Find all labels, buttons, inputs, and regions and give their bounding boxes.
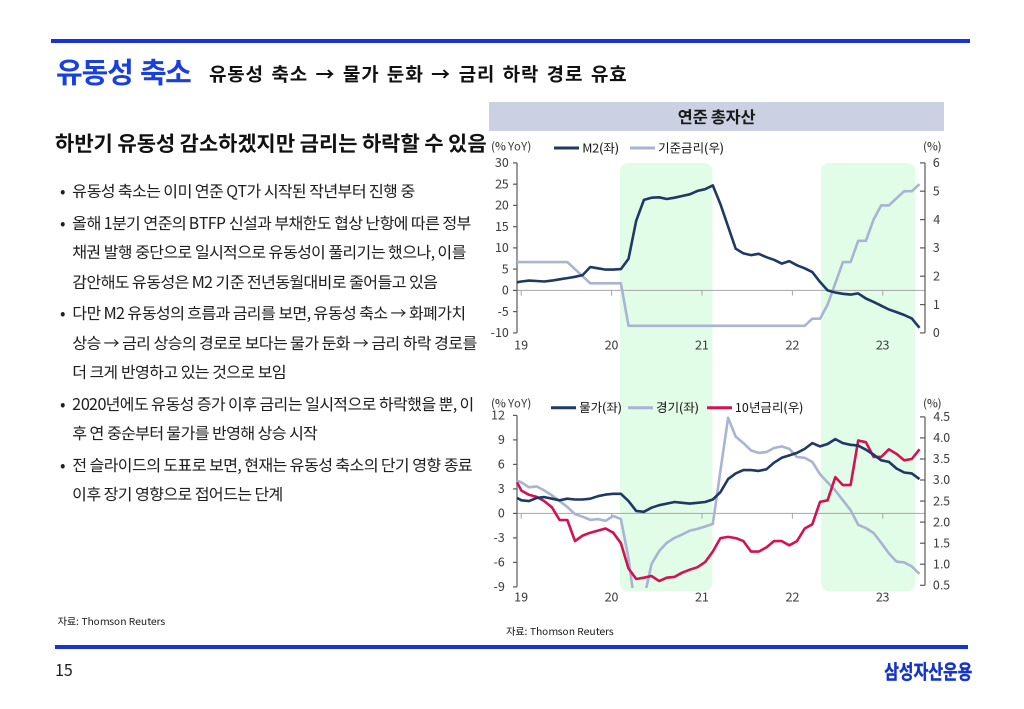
svg-text:5: 5 (501, 258, 509, 277)
svg-text:21: 21 (695, 335, 709, 354)
svg-text:15: 15 (495, 216, 509, 235)
svg-text:기준금리(우): 기준금리(우) (658, 138, 724, 157)
svg-text:22: 22 (785, 335, 799, 354)
svg-text:0: 0 (502, 280, 509, 299)
svg-text:2: 2 (933, 265, 940, 284)
svg-text:-9: -9 (494, 576, 505, 595)
svg-text:25: 25 (495, 173, 509, 192)
svg-text:-3: -3 (494, 527, 505, 546)
svg-text:물가(좌): 물가(좌) (579, 397, 622, 416)
svg-text:0: 0 (498, 503, 505, 522)
svg-text:10: 10 (495, 237, 509, 256)
svg-text:10년금리(우): 10년금리(우) (735, 397, 803, 416)
svg-text:0.5: 0.5 (933, 575, 950, 594)
svg-text:20: 20 (605, 587, 619, 606)
svg-text:2.0: 2.0 (933, 511, 950, 530)
svg-text:5: 5 (932, 180, 940, 199)
svg-text:3.5: 3.5 (933, 448, 950, 467)
svg-text:20: 20 (605, 335, 619, 354)
svg-text:9: 9 (498, 429, 505, 448)
svg-text:21: 21 (695, 587, 709, 606)
svg-text:(% YoY): (% YoY) (491, 396, 531, 412)
svg-text:19: 19 (514, 587, 528, 606)
svg-text:4.0: 4.0 (933, 427, 950, 446)
svg-text:30: 30 (495, 152, 509, 171)
svg-text:23: 23 (876, 587, 890, 606)
svg-text:3.0: 3.0 (933, 469, 950, 488)
svg-text:4: 4 (933, 209, 941, 228)
svg-text:-10: -10 (491, 322, 509, 341)
svg-text:20: 20 (495, 195, 509, 214)
svg-text:6: 6 (933, 152, 940, 171)
svg-text:12: 12 (491, 405, 505, 424)
svg-text:3: 3 (498, 478, 505, 497)
svg-text:2.5: 2.5 (933, 490, 950, 509)
svg-text:1.0: 1.0 (933, 554, 950, 573)
svg-text:-6: -6 (494, 552, 505, 571)
svg-text:-5: -5 (498, 301, 509, 320)
svg-text:1: 1 (933, 294, 940, 313)
svg-text:(%): (%) (923, 396, 941, 412)
svg-text:23: 23 (876, 335, 890, 354)
svg-text:경기(좌): 경기(좌) (656, 397, 699, 416)
svg-text:22: 22 (785, 587, 799, 606)
svg-text:(% YoY): (% YoY) (491, 139, 531, 155)
svg-text:19: 19 (514, 335, 528, 354)
svg-text:(%): (%) (923, 139, 941, 155)
svg-text:3: 3 (933, 237, 940, 256)
svg-text:4.5: 4.5 (933, 406, 950, 425)
svg-text:6: 6 (498, 454, 505, 473)
svg-text:0: 0 (933, 322, 940, 341)
svg-text:M2(좌): M2(좌) (582, 138, 619, 157)
svg-text:1.5: 1.5 (933, 532, 950, 551)
